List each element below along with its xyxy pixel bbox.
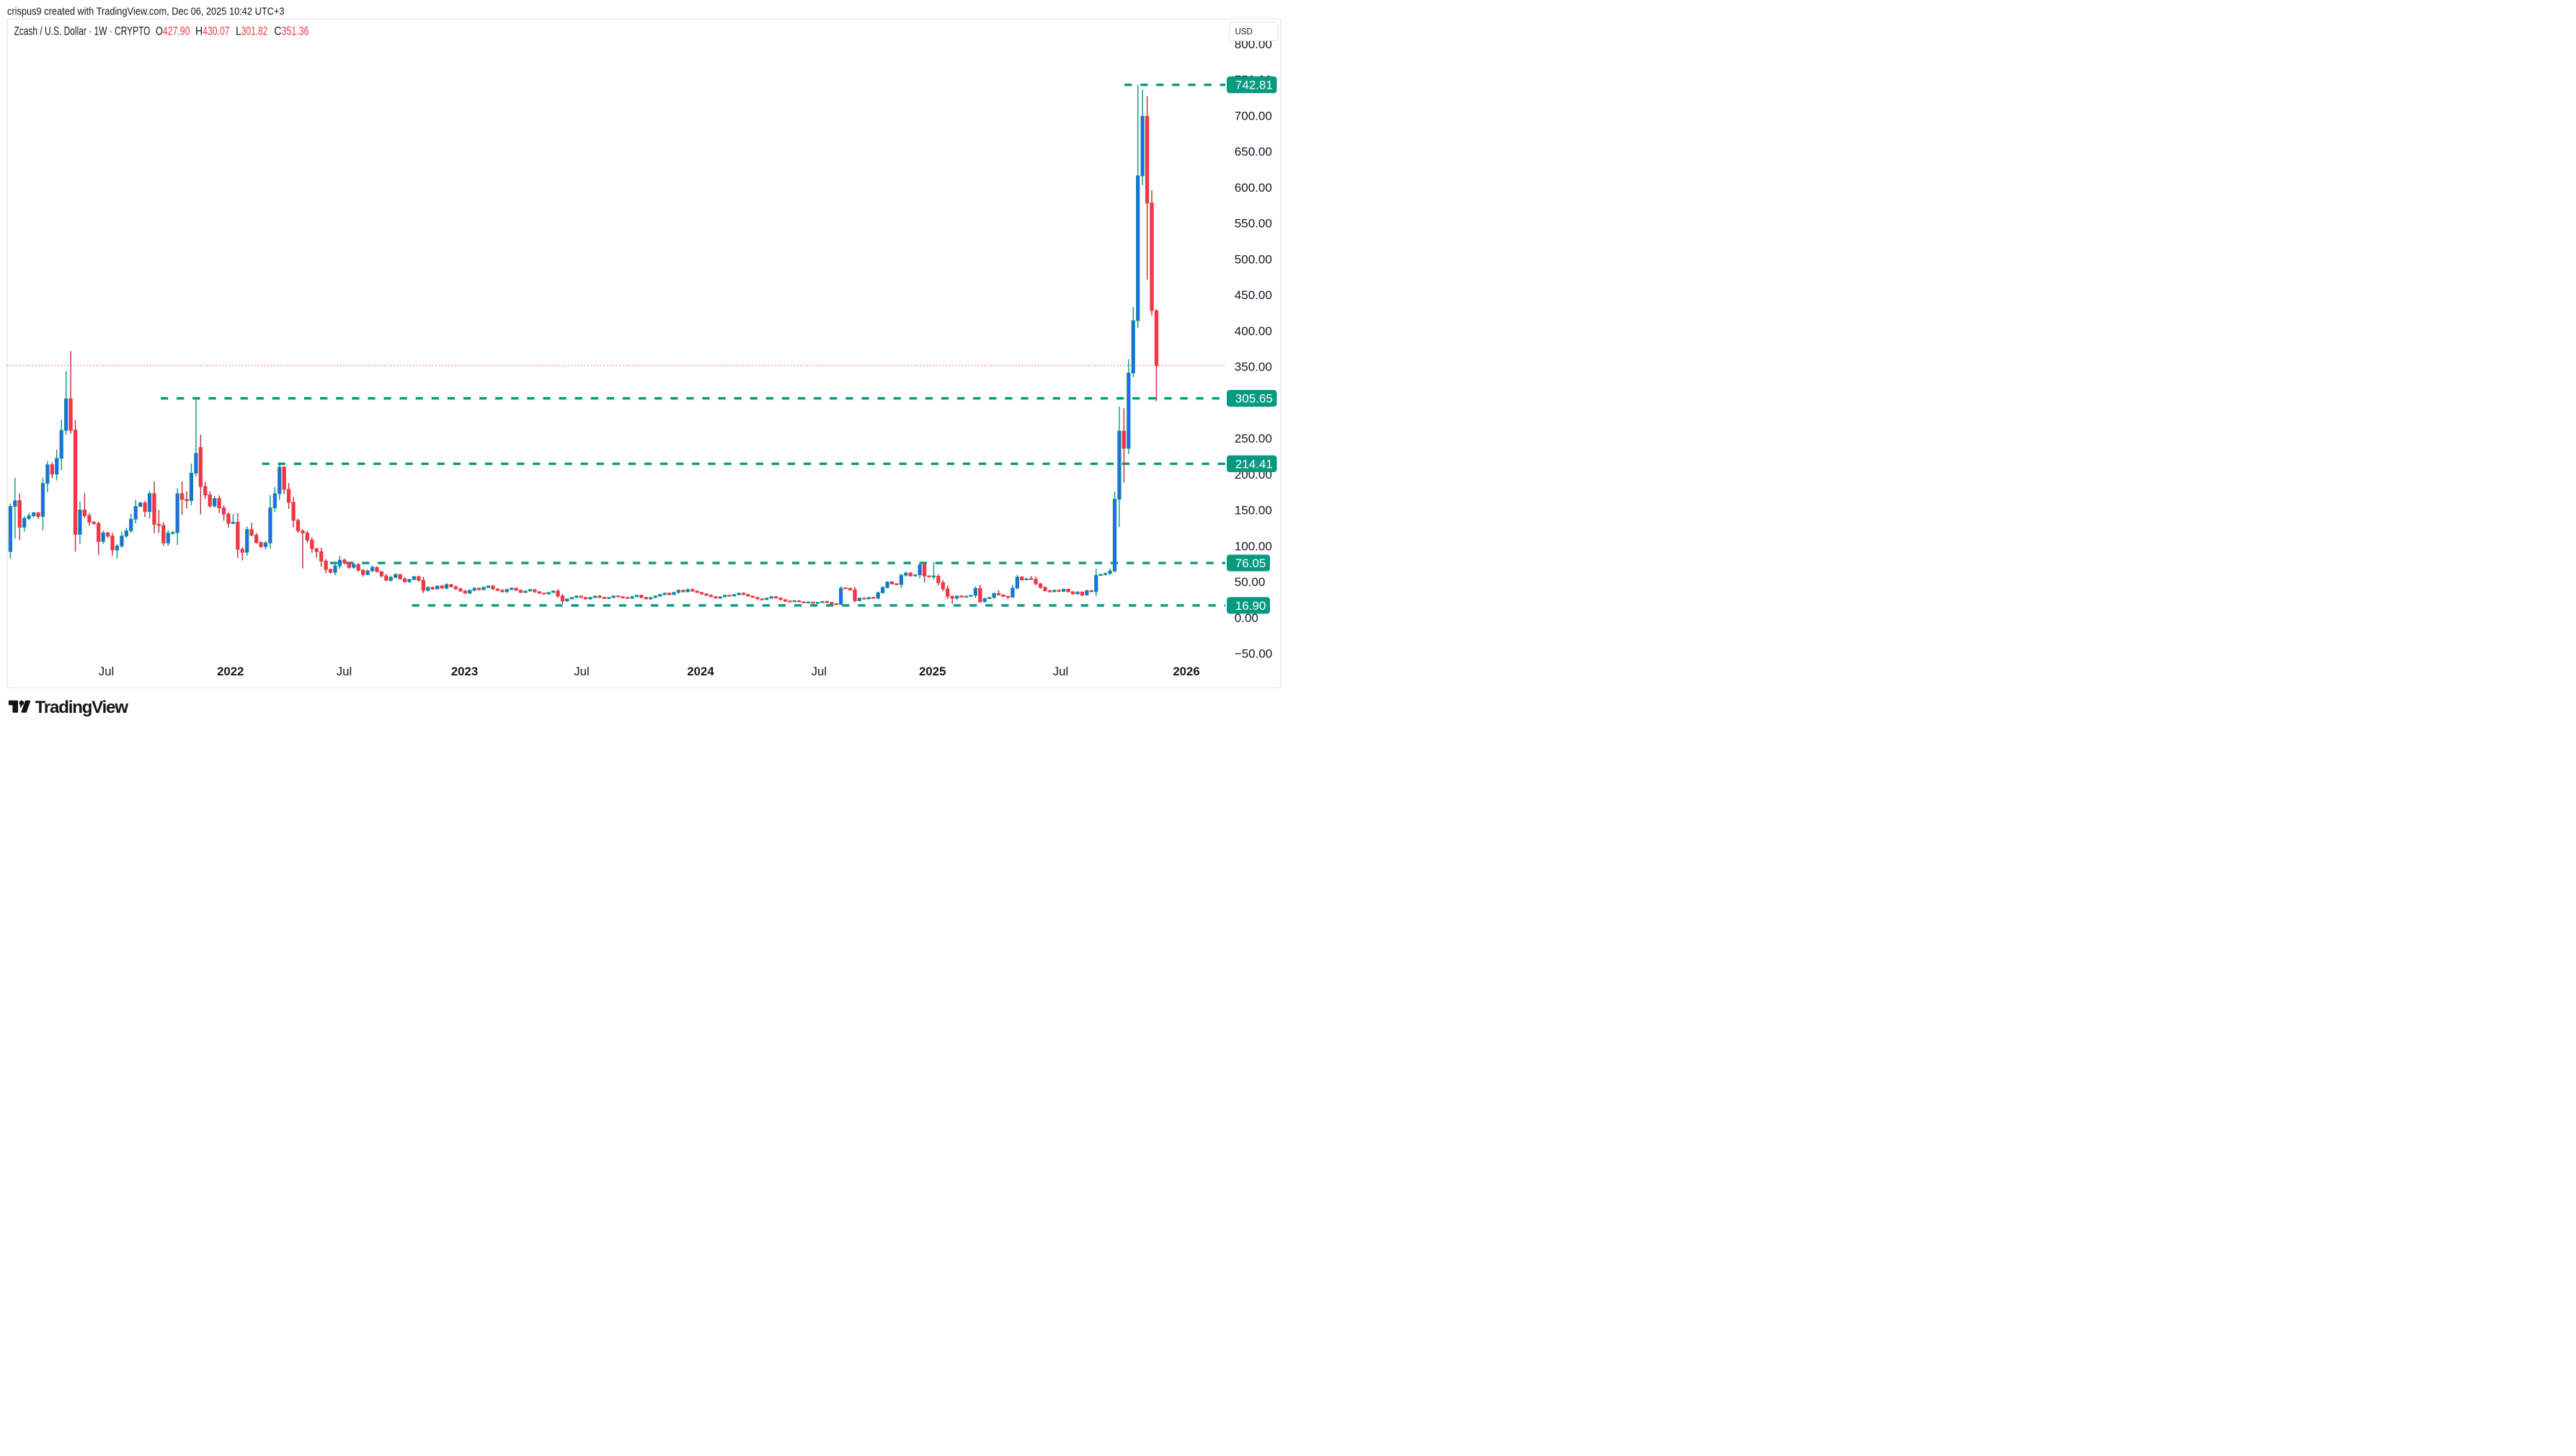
svg-text:2025: 2025 xyxy=(919,665,946,678)
svg-text:H: H xyxy=(195,25,203,38)
svg-text:Jul: Jul xyxy=(99,665,114,678)
svg-text:427.90: 427.90 xyxy=(163,25,190,38)
svg-text:500.00: 500.00 xyxy=(1235,252,1272,266)
svg-text:Jul: Jul xyxy=(337,665,352,678)
svg-text:400.00: 400.00 xyxy=(1235,324,1272,338)
svg-text:Jul: Jul xyxy=(1053,665,1068,678)
svg-text:2024: 2024 xyxy=(687,665,714,678)
svg-text:2026: 2026 xyxy=(1173,665,1199,678)
svg-text:0.00: 0.00 xyxy=(1235,611,1258,625)
svg-text:700.00: 700.00 xyxy=(1235,109,1272,123)
svg-text:crispus9 created with TradingV: crispus9 created with TradingView.com, D… xyxy=(7,6,285,18)
svg-text:16.90: 16.90 xyxy=(1235,599,1266,613)
svg-text:TradingView: TradingView xyxy=(35,698,129,717)
svg-text:250.00: 250.00 xyxy=(1235,432,1272,445)
svg-text:L: L xyxy=(236,25,241,38)
svg-text:Zcash / U.S. Dollar · 1W · CRY: Zcash / U.S. Dollar · 1W · CRYPTO xyxy=(14,25,151,38)
svg-text:450.00: 450.00 xyxy=(1235,288,1272,302)
svg-text:2023: 2023 xyxy=(451,665,478,678)
svg-text:214.41: 214.41 xyxy=(1235,457,1273,471)
svg-text:2022: 2022 xyxy=(217,665,244,678)
svg-text:301.82: 301.82 xyxy=(241,25,268,38)
svg-text:600.00: 600.00 xyxy=(1235,181,1272,195)
svg-text:76.05: 76.05 xyxy=(1235,556,1266,570)
svg-text:USD: USD xyxy=(1235,28,1253,37)
svg-text:O: O xyxy=(156,25,163,38)
svg-text:Jul: Jul xyxy=(574,665,589,678)
svg-text:742.81: 742.81 xyxy=(1235,79,1273,92)
svg-text:305.65: 305.65 xyxy=(1235,392,1273,406)
svg-text:550.00: 550.00 xyxy=(1235,217,1272,231)
svg-text:650.00: 650.00 xyxy=(1235,145,1272,159)
svg-text:150.00: 150.00 xyxy=(1235,504,1272,518)
svg-text:350.00: 350.00 xyxy=(1235,360,1272,374)
svg-text:50.00: 50.00 xyxy=(1235,575,1266,589)
svg-text:Jul: Jul xyxy=(812,665,827,678)
svg-text:−50.00: −50.00 xyxy=(1235,647,1272,661)
svg-text:430.07: 430.07 xyxy=(203,25,229,38)
svg-text:C: C xyxy=(274,25,281,38)
svg-text:100.00: 100.00 xyxy=(1235,539,1272,553)
svg-text:351.36: 351.36 xyxy=(282,25,309,38)
